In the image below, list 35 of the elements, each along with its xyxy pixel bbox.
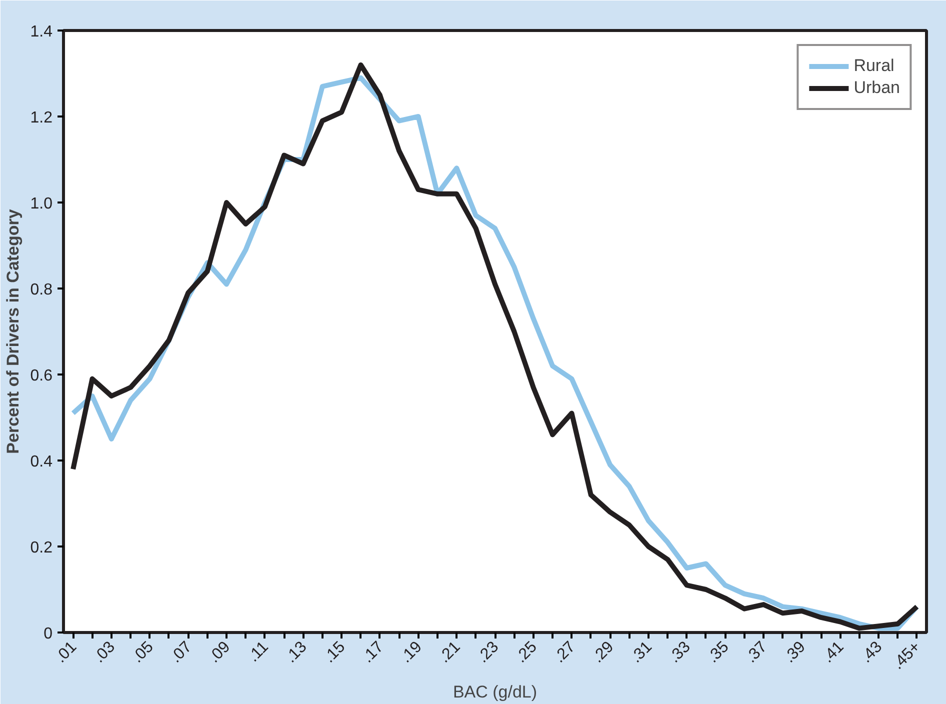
x-tick-label: .33 xyxy=(666,638,694,666)
x-tick-label: .31 xyxy=(628,638,656,666)
x-tick-label: .39 xyxy=(781,638,809,666)
x-tick-label: .43 xyxy=(858,638,886,666)
y-tick-label: 1.4 xyxy=(30,24,53,40)
x-tick-label: .05 xyxy=(129,638,157,666)
x-tick-label: .35 xyxy=(704,638,732,666)
x-tick-label: .37 xyxy=(742,638,771,666)
x-tick-label: .01 xyxy=(52,638,80,666)
legend-label: Rural xyxy=(854,56,894,76)
x-tick-label: .19 xyxy=(398,638,426,666)
y-tick-label: 0.6 xyxy=(30,368,53,384)
x-tick-label: .25 xyxy=(512,638,540,666)
x-tick-label: .23 xyxy=(474,638,502,666)
x-tick-label: .13 xyxy=(282,638,310,666)
x-tick-label: .45+ xyxy=(890,638,924,673)
y-tick-label: 0.8 xyxy=(30,282,53,298)
y-tick-label: 0.2 xyxy=(30,540,53,556)
x-axis-title: BAC (g/dL) xyxy=(452,682,538,702)
x-tick-label: .29 xyxy=(589,638,618,666)
x-tick-label: .21 xyxy=(436,638,464,666)
x-tick-label: .15 xyxy=(320,638,349,666)
x-tick-label: .07 xyxy=(167,638,196,666)
legend-label: Urban xyxy=(854,78,900,98)
x-tick-label: .27 xyxy=(551,638,579,666)
y-tick-label: 1.2 xyxy=(30,110,53,126)
y-tick-label: 0 xyxy=(44,626,53,642)
x-tick-label: .03 xyxy=(90,638,119,666)
x-tick-label: .17 xyxy=(359,638,388,666)
x-tick-label: .11 xyxy=(245,638,272,666)
x-tick-label: .41 xyxy=(820,638,848,666)
y-tick-label: 1.0 xyxy=(30,196,53,212)
y-axis-title: Percent of Drivers in Category xyxy=(3,208,22,454)
y-tick-label: 0.4 xyxy=(30,454,53,470)
x-tick-label: .09 xyxy=(206,638,234,666)
